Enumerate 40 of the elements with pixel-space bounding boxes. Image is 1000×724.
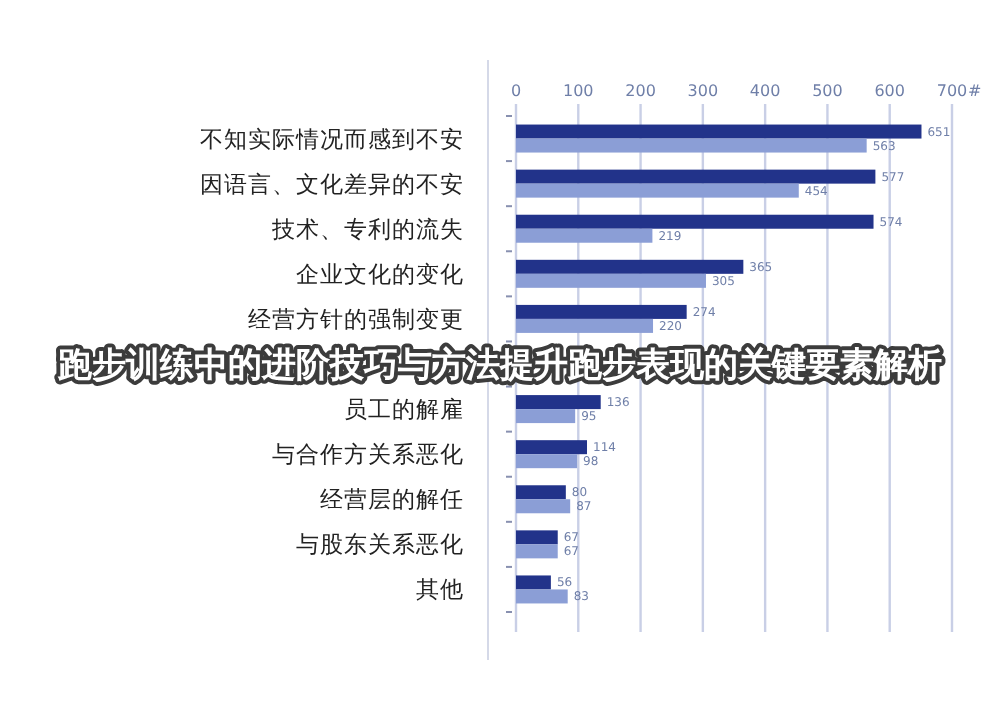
bar — [516, 259, 744, 274]
x-axis-title: # — [968, 82, 982, 100]
y-tick-label: 技术、专利的流失 — [270, 214, 464, 243]
bar — [516, 124, 922, 139]
bar — [516, 304, 687, 319]
bar — [516, 499, 571, 514]
bar — [516, 169, 876, 184]
x-tick-label: 700 — [936, 82, 968, 100]
bar — [516, 318, 654, 333]
bar — [516, 273, 706, 288]
bar — [516, 440, 588, 455]
x-tick-label: 500 — [812, 82, 843, 100]
y-tick-label: 经营层的解任 — [320, 487, 464, 514]
y-tick-label: 不知实际情况而感到不安 — [200, 124, 464, 153]
bar — [516, 183, 799, 198]
y-tick-label: 企业文化的变化 — [296, 259, 464, 288]
bar — [516, 409, 576, 424]
bar — [516, 530, 558, 545]
x-tick-label: 600 — [874, 82, 905, 100]
bar — [516, 228, 653, 243]
x-tick-label: 300 — [687, 82, 719, 100]
bar — [516, 575, 551, 590]
y-tick-label: 员工的解雇 — [344, 395, 464, 424]
bar — [516, 589, 568, 604]
bar — [516, 214, 874, 229]
y-tick-label: 与股东关系恶化 — [296, 530, 464, 559]
y-tick-label: 因语言、文化差异的不安 — [200, 169, 464, 198]
bar — [516, 395, 601, 410]
y-tick-label: 其他 — [416, 577, 464, 604]
y-tick-label: 经营方针的强制变更 — [248, 304, 464, 333]
bar — [516, 138, 867, 153]
bar — [516, 485, 566, 500]
bar — [516, 454, 578, 469]
annotation: 跑步训练中的进阶技巧与方法提升跑步表现的关键要素解析 — [56, 346, 942, 386]
x-tick-label: 0 — [510, 82, 522, 100]
x-tick-label: 400 — [749, 82, 781, 100]
bar — [516, 544, 558, 559]
x-tick-label: 200 — [625, 82, 656, 100]
y-tick-label: 与合作方关系恶化 — [272, 440, 464, 469]
x-tick-label: 100 — [563, 82, 594, 100]
